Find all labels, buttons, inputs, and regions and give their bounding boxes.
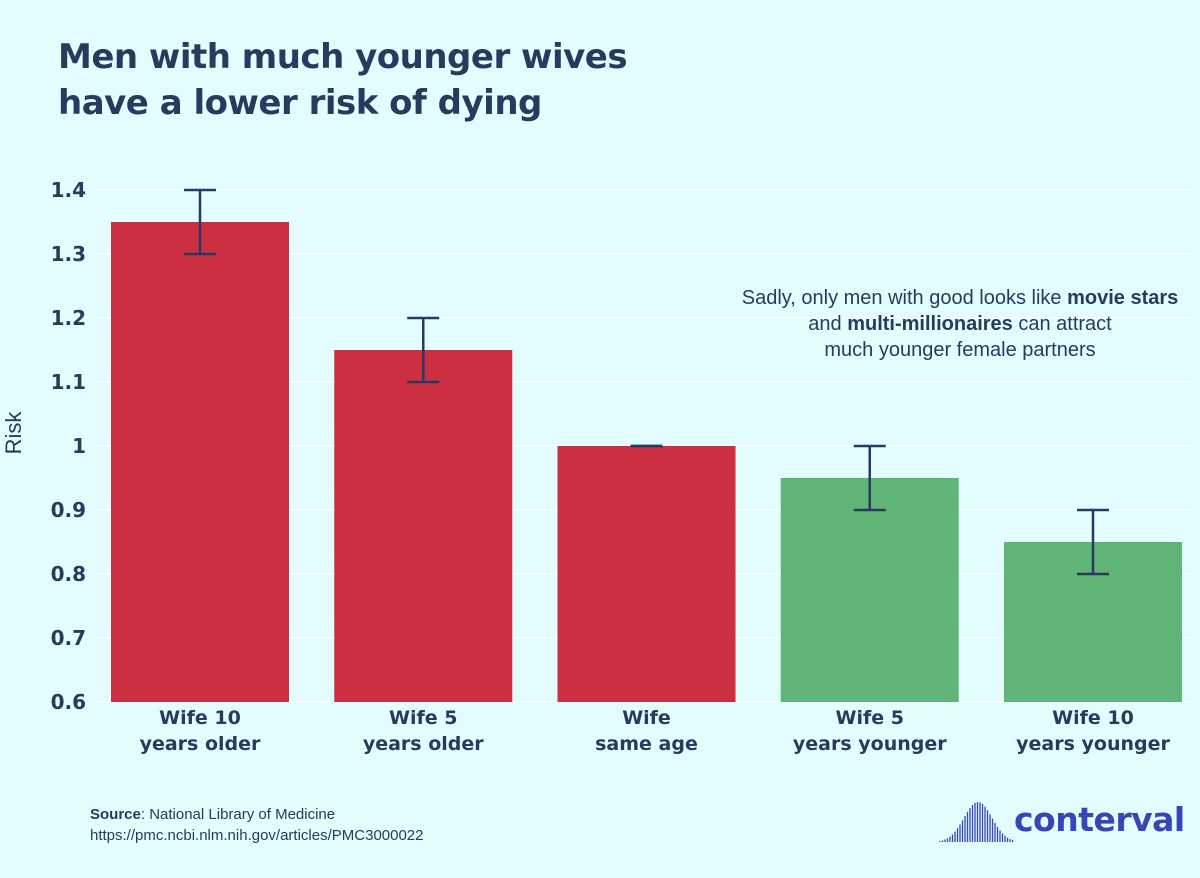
x-tick-label: Wife 10 [159,707,241,729]
error-bar [184,188,216,256]
annotation-bold-millionaires: multi-millionaires [847,313,1013,335]
annotation-text: and [808,313,848,335]
error-bars [184,188,1109,576]
y-tick-label: 1.4 [51,178,86,202]
y-tick-label: 0.9 [51,498,86,522]
y-tick-label: 1.1 [51,370,86,394]
x-tick-label: Wife [622,707,671,729]
source-note: Source: National Library of Medicine htt… [90,804,424,846]
bell-curve-logo-icon [939,802,1014,842]
x-tick-label: Wife 5 [389,707,457,729]
y-tick-label: 1.3 [51,242,86,266]
bars [111,222,1182,702]
annotation-line-3: much younger female partners [824,339,1096,361]
annotation-bold-movie-stars: movie stars [1067,287,1179,309]
y-tick-labels: 0.6 0.7 0.8 0.9 1 1.1 1.2 1.3 1.4 [51,178,86,714]
x-tick-label: years younger [1016,733,1170,755]
chart-title-line-2: have a lower risk of dying [58,83,542,123]
annotation-line-2: and multi-millionaires can attract [700,311,1200,337]
chart-title-line-1: Men with much younger wives [58,37,628,77]
error-bar [407,316,440,384]
annotation: Sadly, only men with good looks like mov… [700,285,1200,363]
x-tick-label: Wife 5 [836,707,904,729]
x-tick-labels: Wife 10 years older Wife 5 years older Wife s… [140,707,1171,755]
bar [780,478,959,702]
y-tick-label: 0.7 [51,626,86,650]
bar-chart: 0.6 0.7 0.8 0.9 1 1.1 1.2 1.3 1.4 Wife 10 years o… [51,178,1195,755]
bar [111,222,289,702]
bar [334,350,513,702]
y-tick-label: 0.6 [51,690,86,714]
conterval-logo: conterval [938,800,1188,846]
annotation-text: can attract [1012,313,1112,335]
y-tick-label: 0.8 [51,562,86,586]
x-tick-label: years older [140,733,261,755]
annotation-text: Sadly, only men with good looks like [741,287,1068,309]
x-tick-label: same age [595,733,698,755]
bar [557,446,736,702]
source-name: : National Library of Medicine [140,806,336,823]
x-tick-label: years younger [793,733,947,755]
error-bar [853,444,886,512]
y-tick-label: 1 [72,434,86,458]
x-tick-label: Wife 10 [1052,707,1134,729]
source-url: https://pmc.ncbi.nlm.nih.gov/articles/PM… [90,827,424,844]
source-label: Source [90,806,141,823]
error-bar [1077,508,1109,576]
chart-title: Men with much younger wives have a lower… [58,34,758,126]
y-tick-label: 1.2 [51,306,86,330]
annotation-line-1: Sadly, only men with good looks like mov… [700,285,1200,311]
x-tick-label: years older [363,733,484,755]
logo-text: conterval [1014,800,1185,839]
